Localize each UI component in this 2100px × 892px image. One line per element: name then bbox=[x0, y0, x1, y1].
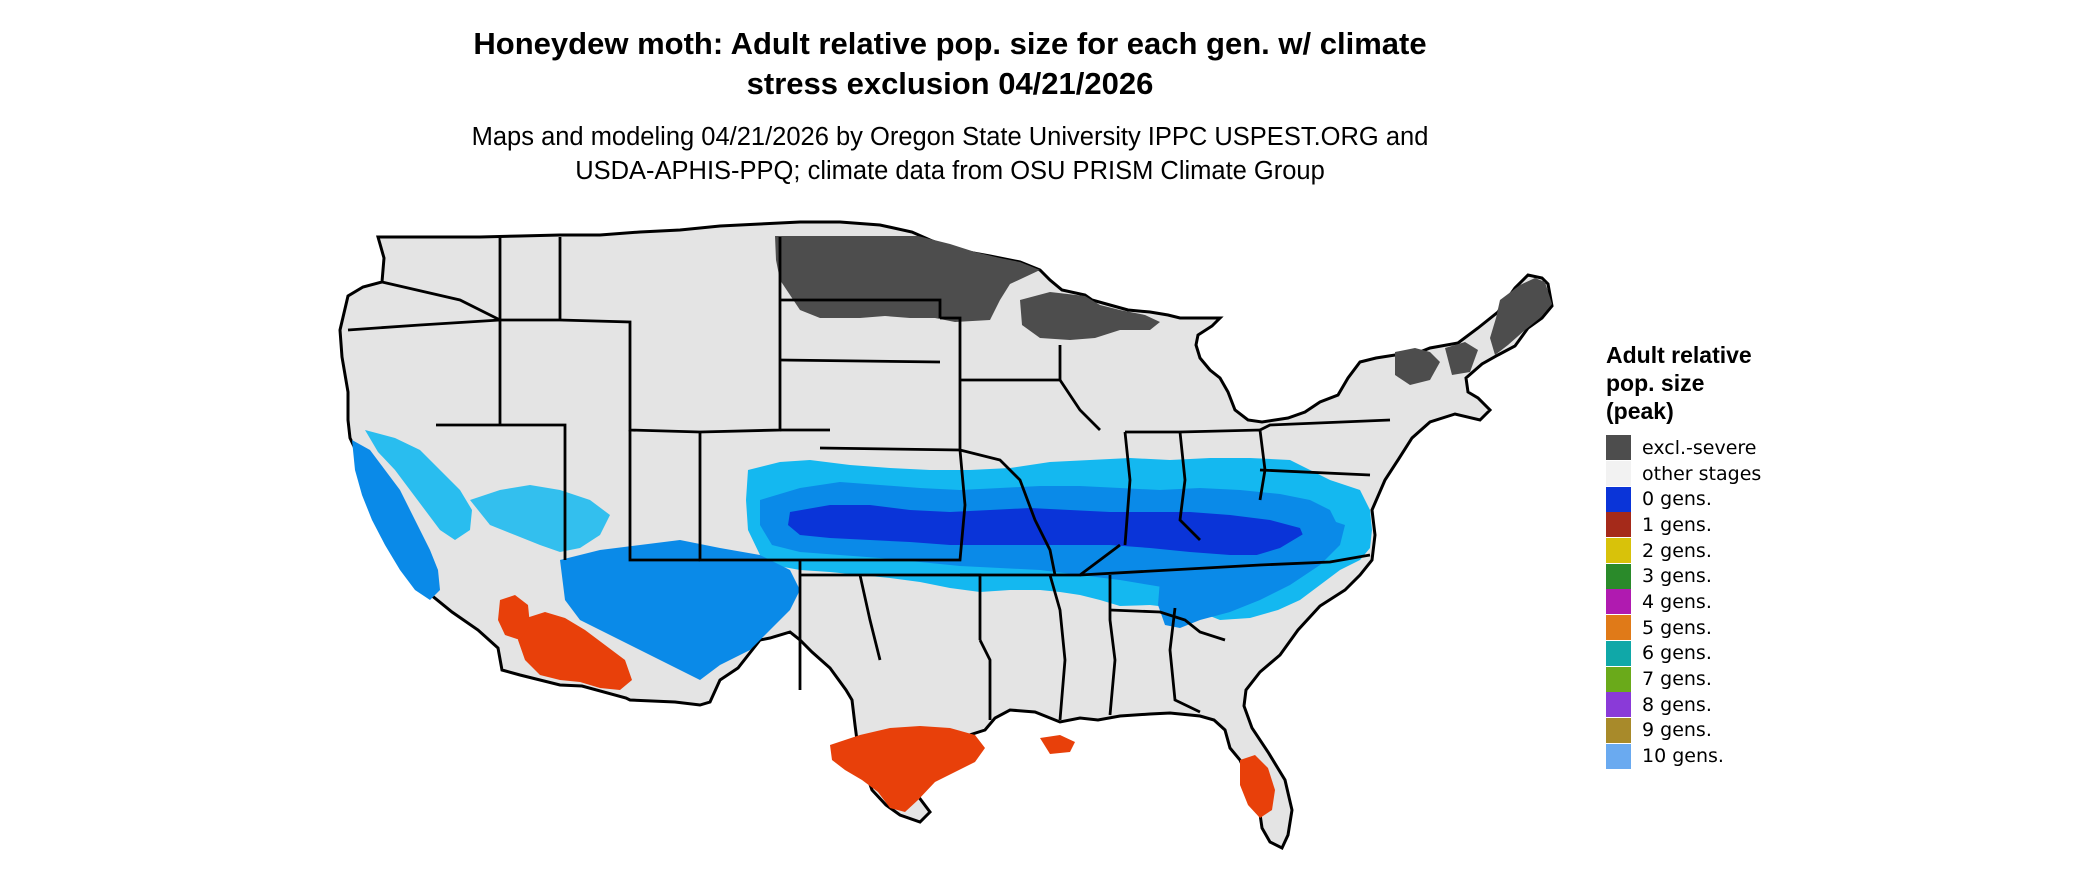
legend-item: 10 gens. bbox=[1606, 743, 1866, 769]
california-blue bbox=[352, 440, 440, 600]
legend-item: 2 gens. bbox=[1606, 538, 1866, 564]
map-title: Honeydew moth: Adult relative pop. size … bbox=[0, 24, 1900, 104]
florida-red bbox=[1240, 755, 1275, 818]
legend-label: 3 gens. bbox=[1642, 565, 1712, 588]
legend-item: other stages bbox=[1606, 461, 1866, 487]
legend-item: 9 gens. bbox=[1606, 717, 1866, 744]
legend-label: 4 gens. bbox=[1642, 590, 1712, 613]
southwest-blue bbox=[560, 540, 800, 680]
legend-label: 6 gens. bbox=[1642, 642, 1712, 665]
legend-title-line-3: (peak) bbox=[1606, 398, 1674, 424]
legend-item: 7 gens. bbox=[1606, 666, 1866, 692]
legend: Adult relative pop. size (peak) excl.-se… bbox=[1606, 341, 1866, 769]
legend-label: 7 gens. bbox=[1642, 668, 1712, 691]
excluded-wisconsin-north bbox=[1020, 292, 1160, 340]
legend-title-line-2: pop. size bbox=[1606, 370, 1705, 396]
legend-item: 6 gens. bbox=[1606, 640, 1866, 667]
legend-label: 0 gens. bbox=[1642, 488, 1712, 511]
california-light-blue bbox=[365, 430, 472, 540]
legend-label: 1 gens. bbox=[1642, 513, 1712, 536]
title-line-2: stress exclusion 04/21/2026 bbox=[746, 66, 1154, 101]
legend-swatch bbox=[1606, 461, 1631, 487]
legend-swatch bbox=[1606, 615, 1631, 641]
legend-swatch bbox=[1606, 692, 1631, 718]
legend-item: 4 gens. bbox=[1606, 589, 1866, 615]
legend-title: Adult relative pop. size (peak) bbox=[1606, 341, 1866, 425]
dark-blue-core bbox=[788, 505, 1305, 555]
legend-swatch bbox=[1606, 666, 1631, 692]
legend-swatch bbox=[1606, 589, 1631, 615]
legend-swatch bbox=[1606, 512, 1631, 538]
legend-label: 8 gens. bbox=[1642, 693, 1712, 716]
southwest-light-blue bbox=[470, 485, 610, 552]
legend-swatch bbox=[1606, 717, 1631, 743]
title-line-1: Honeydew moth: Adult relative pop. size … bbox=[473, 26, 1427, 61]
legend-swatch bbox=[1606, 538, 1631, 564]
excluded-maine bbox=[1490, 278, 1552, 355]
excluded-new-england bbox=[1395, 348, 1440, 385]
legend-label: 9 gens. bbox=[1642, 719, 1712, 742]
legend-item: excl.-severe bbox=[1606, 435, 1866, 461]
texas-red bbox=[830, 726, 985, 812]
appalachian-blue bbox=[1158, 520, 1345, 628]
subtitle-line-2: USDA-APHIS-PPQ; climate data from OSU PR… bbox=[575, 157, 1325, 185]
legend-item: 1 gens. bbox=[1606, 512, 1866, 538]
subtitle-line-1: Maps and modeling 04/21/2026 by Oregon S… bbox=[471, 123, 1429, 151]
california-red bbox=[498, 595, 530, 640]
state-borders bbox=[347, 237, 1391, 721]
legend-items: excl.-severe other stages 0 gens. 1 gens… bbox=[1606, 435, 1866, 769]
legend-label: 5 gens. bbox=[1642, 616, 1712, 639]
legend-swatch bbox=[1606, 486, 1631, 512]
legend-item: 5 gens. bbox=[1606, 615, 1866, 641]
legend-swatch bbox=[1606, 640, 1631, 666]
us-map bbox=[338, 220, 1554, 851]
legend-swatch bbox=[1606, 563, 1631, 589]
legend-swatch bbox=[1606, 743, 1631, 769]
legend-label: other stages bbox=[1642, 462, 1762, 485]
legend-label: 10 gens. bbox=[1642, 745, 1724, 768]
map-subtitle: Maps and modeling 04/21/2026 by Oregon S… bbox=[0, 120, 1900, 188]
excluded-vermont bbox=[1445, 342, 1478, 375]
legend-label: 2 gens. bbox=[1642, 539, 1712, 562]
legend-item: 0 gens. bbox=[1606, 486, 1866, 512]
arizona-red bbox=[518, 612, 632, 690]
legend-item: 3 gens. bbox=[1606, 563, 1866, 589]
legend-title-line-1: Adult relative bbox=[1606, 342, 1752, 368]
legend-label: excl.-severe bbox=[1642, 436, 1757, 459]
legend-swatch bbox=[1606, 435, 1631, 461]
legend-item: 8 gens. bbox=[1606, 692, 1866, 718]
louisiana-red bbox=[1040, 735, 1075, 754]
